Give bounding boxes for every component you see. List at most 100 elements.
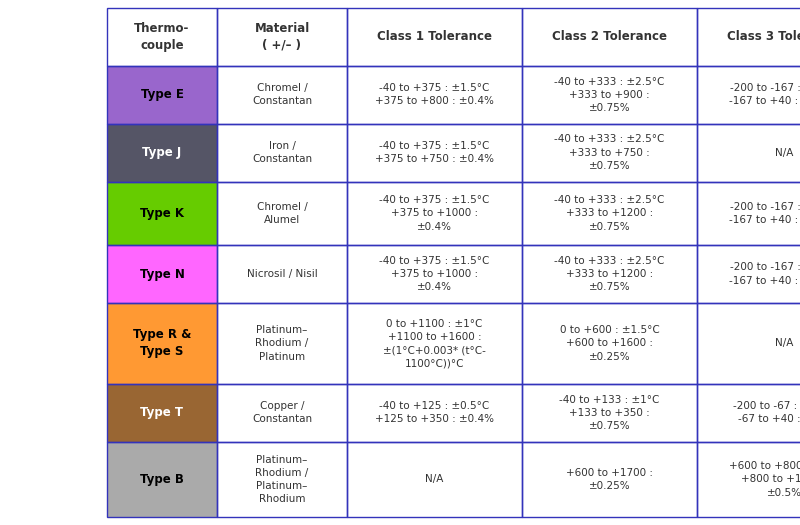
Bar [107,8,217,66]
Text: +600 to +1700 :
±0.25%: +600 to +1700 : ±0.25% [566,468,653,491]
Bar [107,124,217,182]
Text: Platinum–
Rhodium /
Platinum–
Rhodium: Platinum– Rhodium / Platinum– Rhodium [255,455,309,504]
Bar [107,66,217,124]
Bar [347,303,522,384]
Bar [522,8,697,66]
Text: Platinum–
Rhodium /
Platinum: Platinum– Rhodium / Platinum [255,326,309,362]
Bar [522,442,697,517]
Bar [697,182,800,245]
Bar [697,303,800,384]
Bar [347,124,522,182]
Bar [522,303,697,384]
Text: N/A: N/A [775,148,794,158]
Bar [107,182,217,245]
Bar [522,303,697,384]
Bar [107,182,217,245]
Bar [347,384,522,442]
Bar [107,245,217,303]
Bar [347,303,522,384]
Bar [347,384,522,442]
Text: -40 to +375 : ±1.5°C
+375 to +800 : ±0.4%: -40 to +375 : ±1.5°C +375 to +800 : ±0.4… [375,83,494,107]
Text: Material
( +/– ): Material ( +/– ) [254,22,310,52]
Text: -40 to +375 : ±1.5°C
+375 to +1000 :
±0.4%: -40 to +375 : ±1.5°C +375 to +1000 : ±0.… [379,195,490,232]
Bar [522,8,697,66]
Text: -200 to -167 : ±1.5%
-167 to +40 : ±2.5°C: -200 to -167 : ±1.5% -167 to +40 : ±2.5°… [730,83,800,107]
Bar [347,66,522,124]
Text: Type R &
Type S: Type R & Type S [133,329,191,359]
Bar [697,384,800,442]
Text: Class 2 Tolerance: Class 2 Tolerance [552,30,667,44]
Text: -40 to +375 : ±1.5°C
+375 to +750 : ±0.4%: -40 to +375 : ±1.5°C +375 to +750 : ±0.4… [375,141,494,164]
Bar [217,442,347,517]
Bar [697,8,800,66]
Bar [697,303,800,384]
Bar [697,245,800,303]
Text: -40 to +133 : ±1°C
+133 to +350 :
±0.75%: -40 to +133 : ±1°C +133 to +350 : ±0.75% [559,395,660,431]
Bar [107,8,217,66]
Bar [107,66,217,124]
Bar [217,124,347,182]
Text: Type N: Type N [139,268,185,280]
Bar [347,182,522,245]
Bar [347,66,522,124]
Bar [217,8,347,66]
Text: -40 to +333 : ±2.5°C
+333 to +1200 :
±0.75%: -40 to +333 : ±2.5°C +333 to +1200 : ±0.… [554,195,665,232]
Bar [107,245,217,303]
Bar [522,384,697,442]
Bar [217,303,347,384]
Text: Type J: Type J [142,146,182,159]
Text: Class 1 Tolerance: Class 1 Tolerance [377,30,492,44]
Text: N/A: N/A [426,475,444,485]
Bar [217,182,347,245]
Bar [217,124,347,182]
Bar [522,245,697,303]
Bar [107,442,217,517]
Bar [697,8,800,66]
Text: Type K: Type K [140,207,184,220]
Bar [217,66,347,124]
Bar [107,442,217,517]
Text: Chromel /
Alumel: Chromel / Alumel [257,202,307,225]
Text: -40 to +125 : ±0.5°C
+125 to +350 : ±0.4%: -40 to +125 : ±0.5°C +125 to +350 : ±0.4… [375,401,494,425]
Text: -40 to +333 : ±2.5°C
+333 to +900 :
±0.75%: -40 to +333 : ±2.5°C +333 to +900 : ±0.7… [554,77,665,113]
Bar [697,384,800,442]
Bar [217,245,347,303]
Bar [107,303,217,384]
Bar [522,182,697,245]
Bar [697,442,800,517]
Bar [522,124,697,182]
Bar [217,303,347,384]
Text: Iron /
Constantan: Iron / Constantan [252,141,312,164]
Bar [697,124,800,182]
Text: +600 to +800 : ±4°C
+800 to +1700 :
±0.5%: +600 to +800 : ±4°C +800 to +1700 : ±0.5… [729,461,800,498]
Text: -200 to -167 : ±1.5%
-167 to +40 : ±2.5°C: -200 to -167 : ±1.5% -167 to +40 : ±2.5°… [730,262,800,286]
Bar [217,8,347,66]
Text: -40 to +333 : ±2.5°C
+333 to +1200 :
±0.75%: -40 to +333 : ±2.5°C +333 to +1200 : ±0.… [554,256,665,292]
Bar [697,182,800,245]
Bar [522,384,697,442]
Text: Thermo-
couple: Thermo- couple [134,22,190,52]
Bar [217,384,347,442]
Text: N/A: N/A [775,339,794,349]
Bar [347,8,522,66]
Text: Class 3 Tolerance: Class 3 Tolerance [727,30,800,44]
Text: Chromel /
Constantan: Chromel / Constantan [252,83,312,107]
Bar [217,442,347,517]
Bar [347,442,522,517]
Bar [347,8,522,66]
Bar [522,442,697,517]
Bar [347,245,522,303]
Bar [347,182,522,245]
Bar [107,384,217,442]
Bar [522,182,697,245]
Bar [347,124,522,182]
Text: 0 to +600 : ±1.5°C
+600 to +1600 :
±0.25%: 0 to +600 : ±1.5°C +600 to +1600 : ±0.25… [560,326,659,362]
Text: -200 to -167 : ±1.5%
-167 to +40 : ±2.5°C: -200 to -167 : ±1.5% -167 to +40 : ±2.5°… [730,202,800,225]
Bar [107,384,217,442]
Text: 0 to +1100 : ±1°C
+1100 to +1600 :
±(1°C+0.003* (t°C-
1100°C))°C: 0 to +1100 : ±1°C +1100 to +1600 : ±(1°C… [383,319,486,368]
Bar [217,384,347,442]
Text: Type B: Type B [140,473,184,486]
Bar [697,245,800,303]
Text: -40 to +333 : ±2.5°C
+333 to +750 :
±0.75%: -40 to +333 : ±2.5°C +333 to +750 : ±0.7… [554,134,665,171]
Bar [697,66,800,124]
